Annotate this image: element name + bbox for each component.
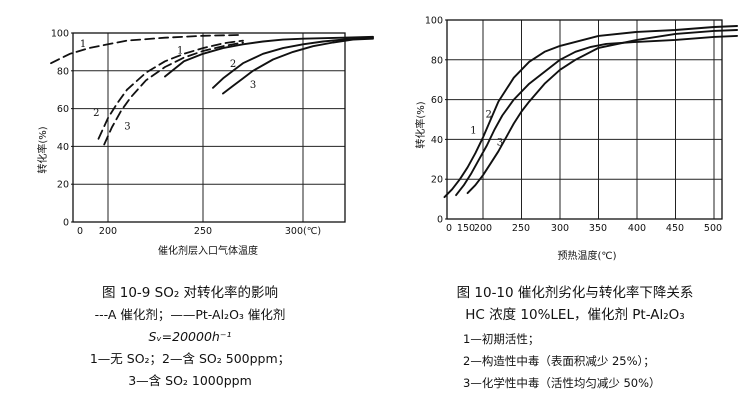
y-tick-label: 0 [437,215,443,226]
x-tick-label: 150 [457,223,475,234]
x-tick-label: 250 [512,223,530,234]
x-tick-label: 400 [628,223,646,234]
series-line-3 [466,29,739,195]
figure-caption-series-note: 1—无 SO₂；2—含 SO₂ 500ppm； [89,351,291,366]
chart-so2-effect: 0 20 40 60 80 100 0 200 250 300(℃) 1 2 3 1 2 3 转化率(%)… [36,29,374,257]
figure-caption-series-note: 3—含 SO₂ 1000ppm [128,373,252,388]
curve-label: 3 [497,137,503,148]
figure-caption-conditions: HC 浓度 10%LEL，催化剂 Pt-Al₂O₃ [465,307,685,323]
curve-label: 2 [230,59,236,70]
curve-labels: 1 2 3 1 2 3 [80,39,256,133]
figure-caption-series-note: 2—构造性中毒（表面积减少 25%）； [463,354,655,368]
x-tick-label: 300(℃) [285,226,321,237]
series-line-2 [455,34,739,197]
x-tick-label: 250 [194,226,212,237]
figure-caption-title: 图 10-10 催化剂劣化与转化率下降关系 [456,285,694,301]
x-axis-label: 预热温度(℃) [557,249,616,262]
series-lines [50,34,374,146]
figure-caption-space-velocity: Sᵥ=20000h⁻¹ [148,329,232,344]
y-tick-label: 60 [57,104,69,115]
curve-label: 1 [80,39,86,50]
figure-caption-legend: ---A 催化剂；——Pt-Al₂O₃ 催化剂 [94,307,286,322]
y-tick-label: 60 [431,95,443,106]
figure-caption-title: 图 10-9 SO₂ 对转化率的影响 [101,285,279,301]
series-line-1-dashed [50,34,244,65]
x-tick-label: 300 [551,223,569,234]
x-tick-label: 350 [589,223,607,234]
figure-caption-series-note: 1—初期活性； [463,332,540,346]
plot-frame [446,19,723,220]
y-tick-labels: 0 20 40 60 80 100 [51,29,73,229]
grid-lines [73,33,345,222]
x-tick-label: 0 [77,226,83,237]
curve-label: 3 [124,122,130,133]
y-tick-label: 80 [431,55,443,66]
y-tick-labels: 0 20 40 60 80 100 [425,16,447,226]
series-line-3-dashed [103,41,244,146]
x-tick-label: 500 [704,223,722,234]
y-tick-label: 20 [431,175,443,186]
curve-label: 2 [486,109,492,120]
y-tick-label: 80 [57,66,69,77]
x-tick-label: 450 [666,223,684,234]
curve-label: 1 [470,125,476,136]
series-line-1-solid [164,35,374,78]
x-tick-labels: 0 200 250 300(℃) [77,226,321,237]
x-axis-label: 催化剂层入口气体温度 [158,244,258,257]
y-tick-label: 100 [425,16,443,27]
y-tick-label: 100 [51,29,69,40]
x-tick-label: 200 [474,223,492,234]
series-line-3-solid [222,37,374,95]
y-axis-label: 转化率(%) [36,126,49,173]
y-tick-label: 0 [63,218,69,229]
y-tick-label: 40 [431,135,443,146]
curve-label: 1 [177,45,183,56]
y-tick-label: 20 [57,180,69,191]
y-tick-label: 40 [57,142,69,153]
curve-labels: 12 3 [470,109,503,148]
figure-caption-series-note: 3—化学性中毒（活性均匀减少 50%） [463,376,661,390]
series-line-2-dashed [97,39,244,140]
curve-label: 3 [250,80,256,91]
series-line-1 [443,25,739,199]
y-axis-label: 转化率(%) [414,101,427,148]
curve-label: 2 [93,108,99,119]
x-tick-label: 0 [446,223,452,234]
grid-lines [447,20,722,219]
plot-frame [72,32,346,223]
x-tick-label: 200 [99,226,117,237]
series-lines [443,25,739,199]
series-line-2-solid [212,36,374,89]
